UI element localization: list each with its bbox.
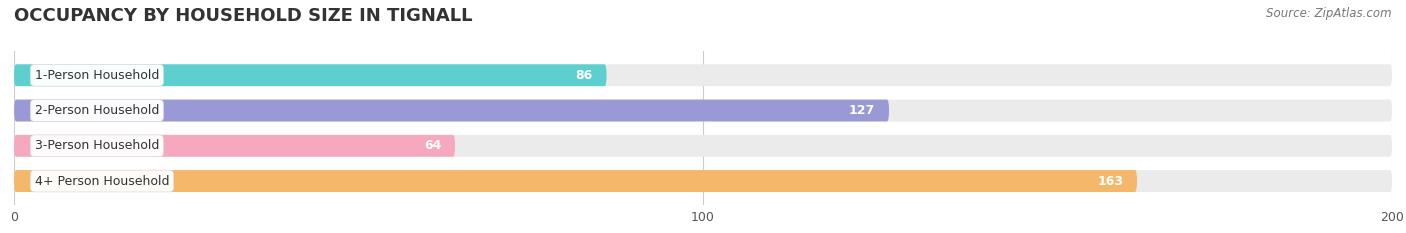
FancyBboxPatch shape bbox=[14, 99, 889, 121]
Text: 163: 163 bbox=[1097, 175, 1123, 188]
Text: 2-Person Household: 2-Person Household bbox=[35, 104, 159, 117]
FancyBboxPatch shape bbox=[14, 135, 1392, 157]
Text: 4+ Person Household: 4+ Person Household bbox=[35, 175, 169, 188]
Text: Source: ZipAtlas.com: Source: ZipAtlas.com bbox=[1267, 7, 1392, 20]
FancyBboxPatch shape bbox=[14, 99, 1392, 121]
FancyBboxPatch shape bbox=[14, 64, 606, 86]
Text: 86: 86 bbox=[575, 69, 593, 82]
Text: 3-Person Household: 3-Person Household bbox=[35, 139, 159, 152]
FancyBboxPatch shape bbox=[14, 64, 1392, 86]
Text: 1-Person Household: 1-Person Household bbox=[35, 69, 159, 82]
FancyBboxPatch shape bbox=[14, 170, 1137, 192]
FancyBboxPatch shape bbox=[14, 170, 1392, 192]
Text: OCCUPANCY BY HOUSEHOLD SIZE IN TIGNALL: OCCUPANCY BY HOUSEHOLD SIZE IN TIGNALL bbox=[14, 7, 472, 25]
Text: 64: 64 bbox=[423, 139, 441, 152]
FancyBboxPatch shape bbox=[14, 135, 456, 157]
Text: 127: 127 bbox=[849, 104, 876, 117]
